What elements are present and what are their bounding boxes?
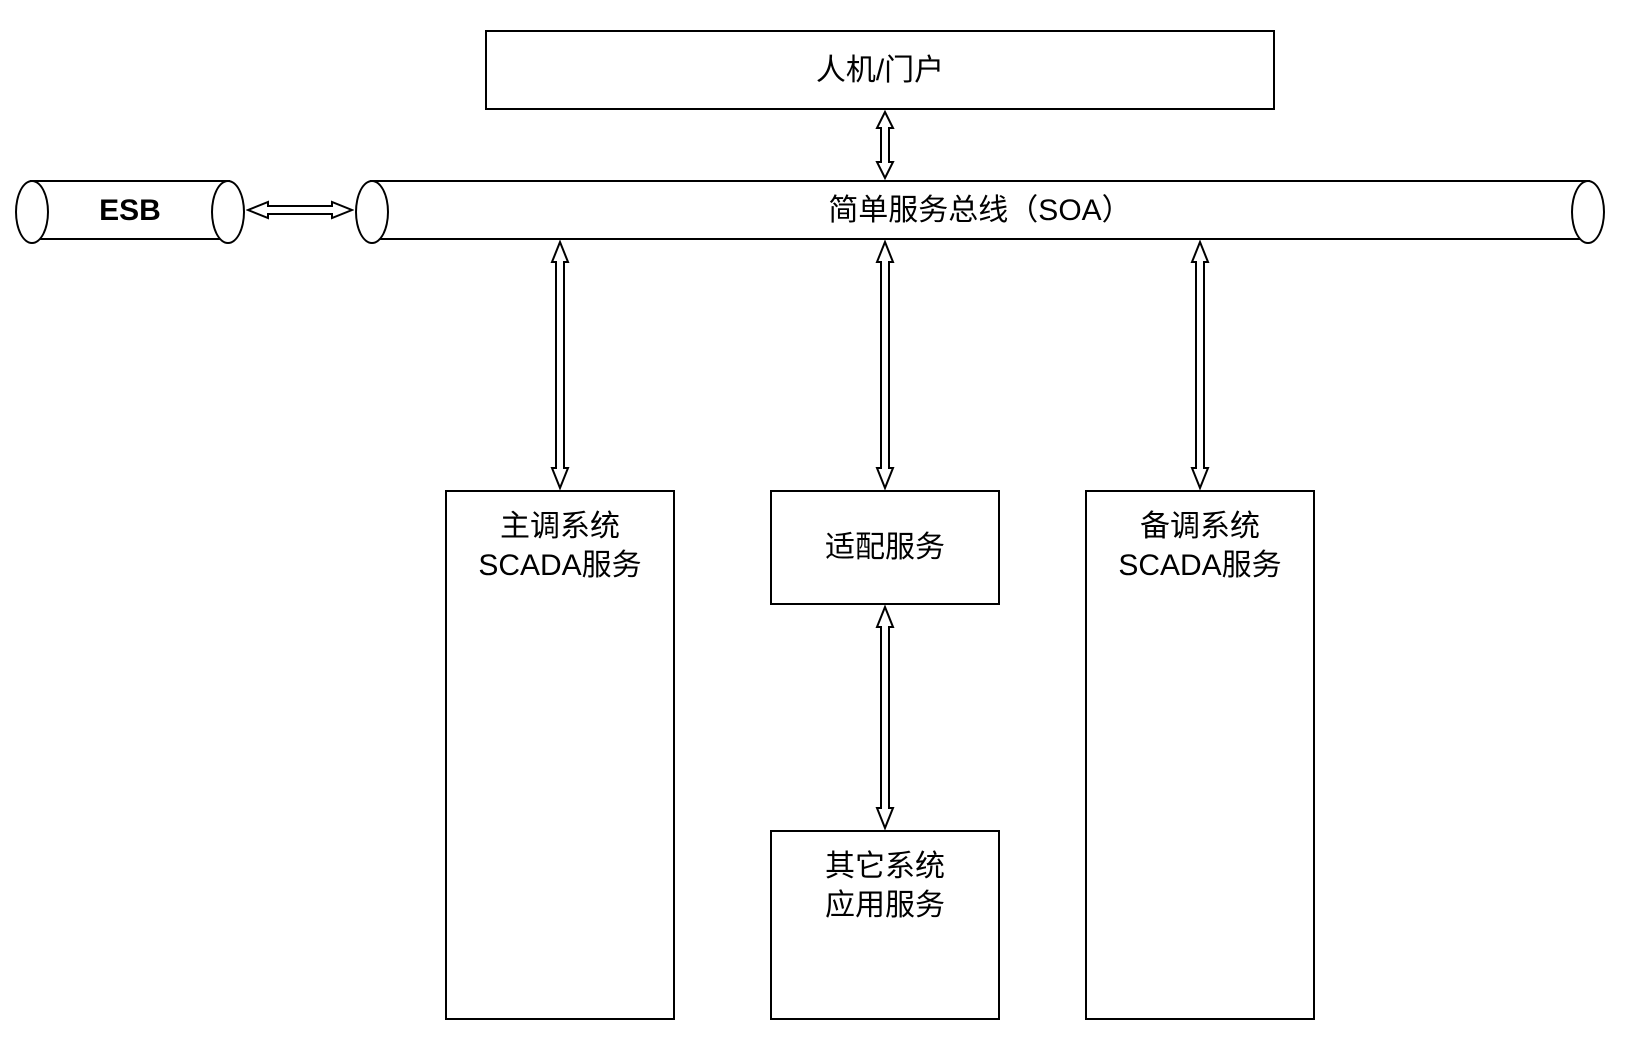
backup-scada-label: 备调系统 SCADA服务 [1118, 507, 1281, 585]
soa-bus-label: 简单服务总线（SOA） [828, 191, 1131, 230]
arrow-soa-backup-scada [1188, 240, 1212, 490]
backup-scada-node: 备调系统 SCADA服务 [1085, 490, 1315, 1020]
soa-bus-node: 简单服务总线（SOA） [370, 180, 1590, 240]
main-scada-node: 主调系统 SCADA服务 [445, 490, 675, 1020]
arrow-esb-soa [246, 198, 354, 222]
esb-node: ESB [30, 180, 230, 240]
arrow-soa-adapter [873, 240, 897, 490]
other-service-label: 其它系统 应用服务 [825, 847, 945, 925]
adapter-node: 适配服务 [770, 490, 1000, 605]
other-service-node: 其它系统 应用服务 [770, 830, 1000, 1020]
arrow-portal-soa [873, 110, 897, 180]
portal-label: 人机/门户 [816, 51, 944, 90]
adapter-label: 适配服务 [825, 528, 945, 567]
esb-label: ESB [99, 191, 161, 230]
arrow-soa-main-scada [548, 240, 572, 490]
portal-node: 人机/门户 [485, 30, 1275, 110]
arrow-adapter-other [873, 605, 897, 830]
main-scada-label: 主调系统 SCADA服务 [478, 507, 641, 585]
